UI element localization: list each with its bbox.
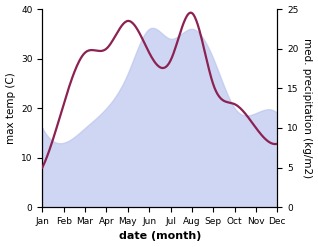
Y-axis label: med. precipitation (kg/m2): med. precipitation (kg/m2) — [302, 38, 313, 178]
X-axis label: date (month): date (month) — [119, 231, 201, 242]
Y-axis label: max temp (C): max temp (C) — [5, 72, 16, 144]
